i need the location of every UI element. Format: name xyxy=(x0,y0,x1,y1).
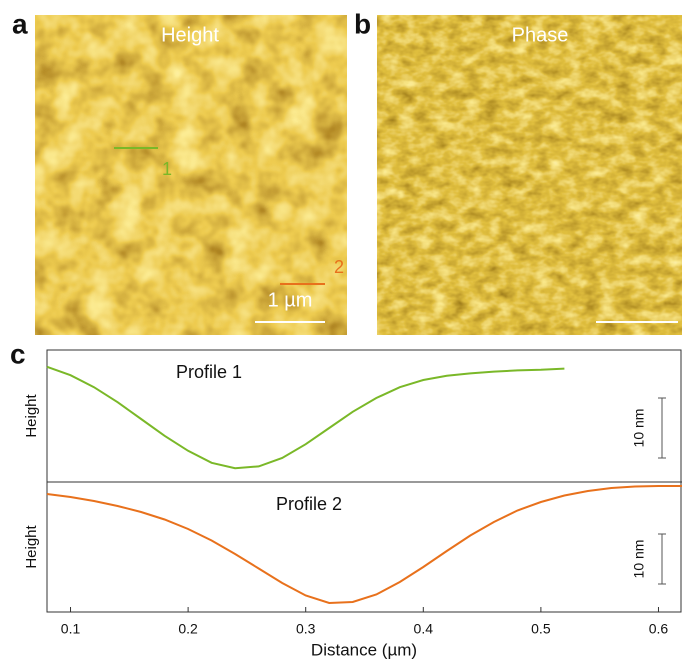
y-axis-label: Height xyxy=(23,393,40,437)
panel-title: Phase xyxy=(512,24,569,46)
phase-image xyxy=(377,15,682,335)
x-axis-label: Distance (µm) xyxy=(311,640,417,659)
x-tick-label: 0.6 xyxy=(649,621,669,637)
marker-label: 1 xyxy=(162,159,172,179)
profile-line xyxy=(46,485,682,605)
y-axis-label: Height xyxy=(23,524,40,568)
x-tick-label: 0.2 xyxy=(178,621,198,637)
x-tick-label: 0.3 xyxy=(296,621,316,637)
panel-label: a xyxy=(12,8,28,39)
height-image xyxy=(35,15,347,335)
x-tick-label: 0.4 xyxy=(414,621,434,637)
profile-line xyxy=(46,365,565,470)
x-tick-label: 0.5 xyxy=(531,621,551,637)
profile-title: Profile 2 xyxy=(276,494,342,514)
marker-label: 2 xyxy=(334,257,344,277)
x-tick-label: 0.1 xyxy=(61,621,81,637)
panel-label: b xyxy=(354,8,371,39)
scale-bar-label: 10 nm xyxy=(631,409,647,448)
scale-bar-label: 10 nm xyxy=(631,540,647,579)
panel-title: Height xyxy=(161,24,219,46)
scale-bar-label: 1 µm xyxy=(268,289,313,311)
profile-title: Profile 1 xyxy=(176,362,242,382)
panel-label: c xyxy=(10,338,26,369)
plot-frame xyxy=(46,349,682,613)
